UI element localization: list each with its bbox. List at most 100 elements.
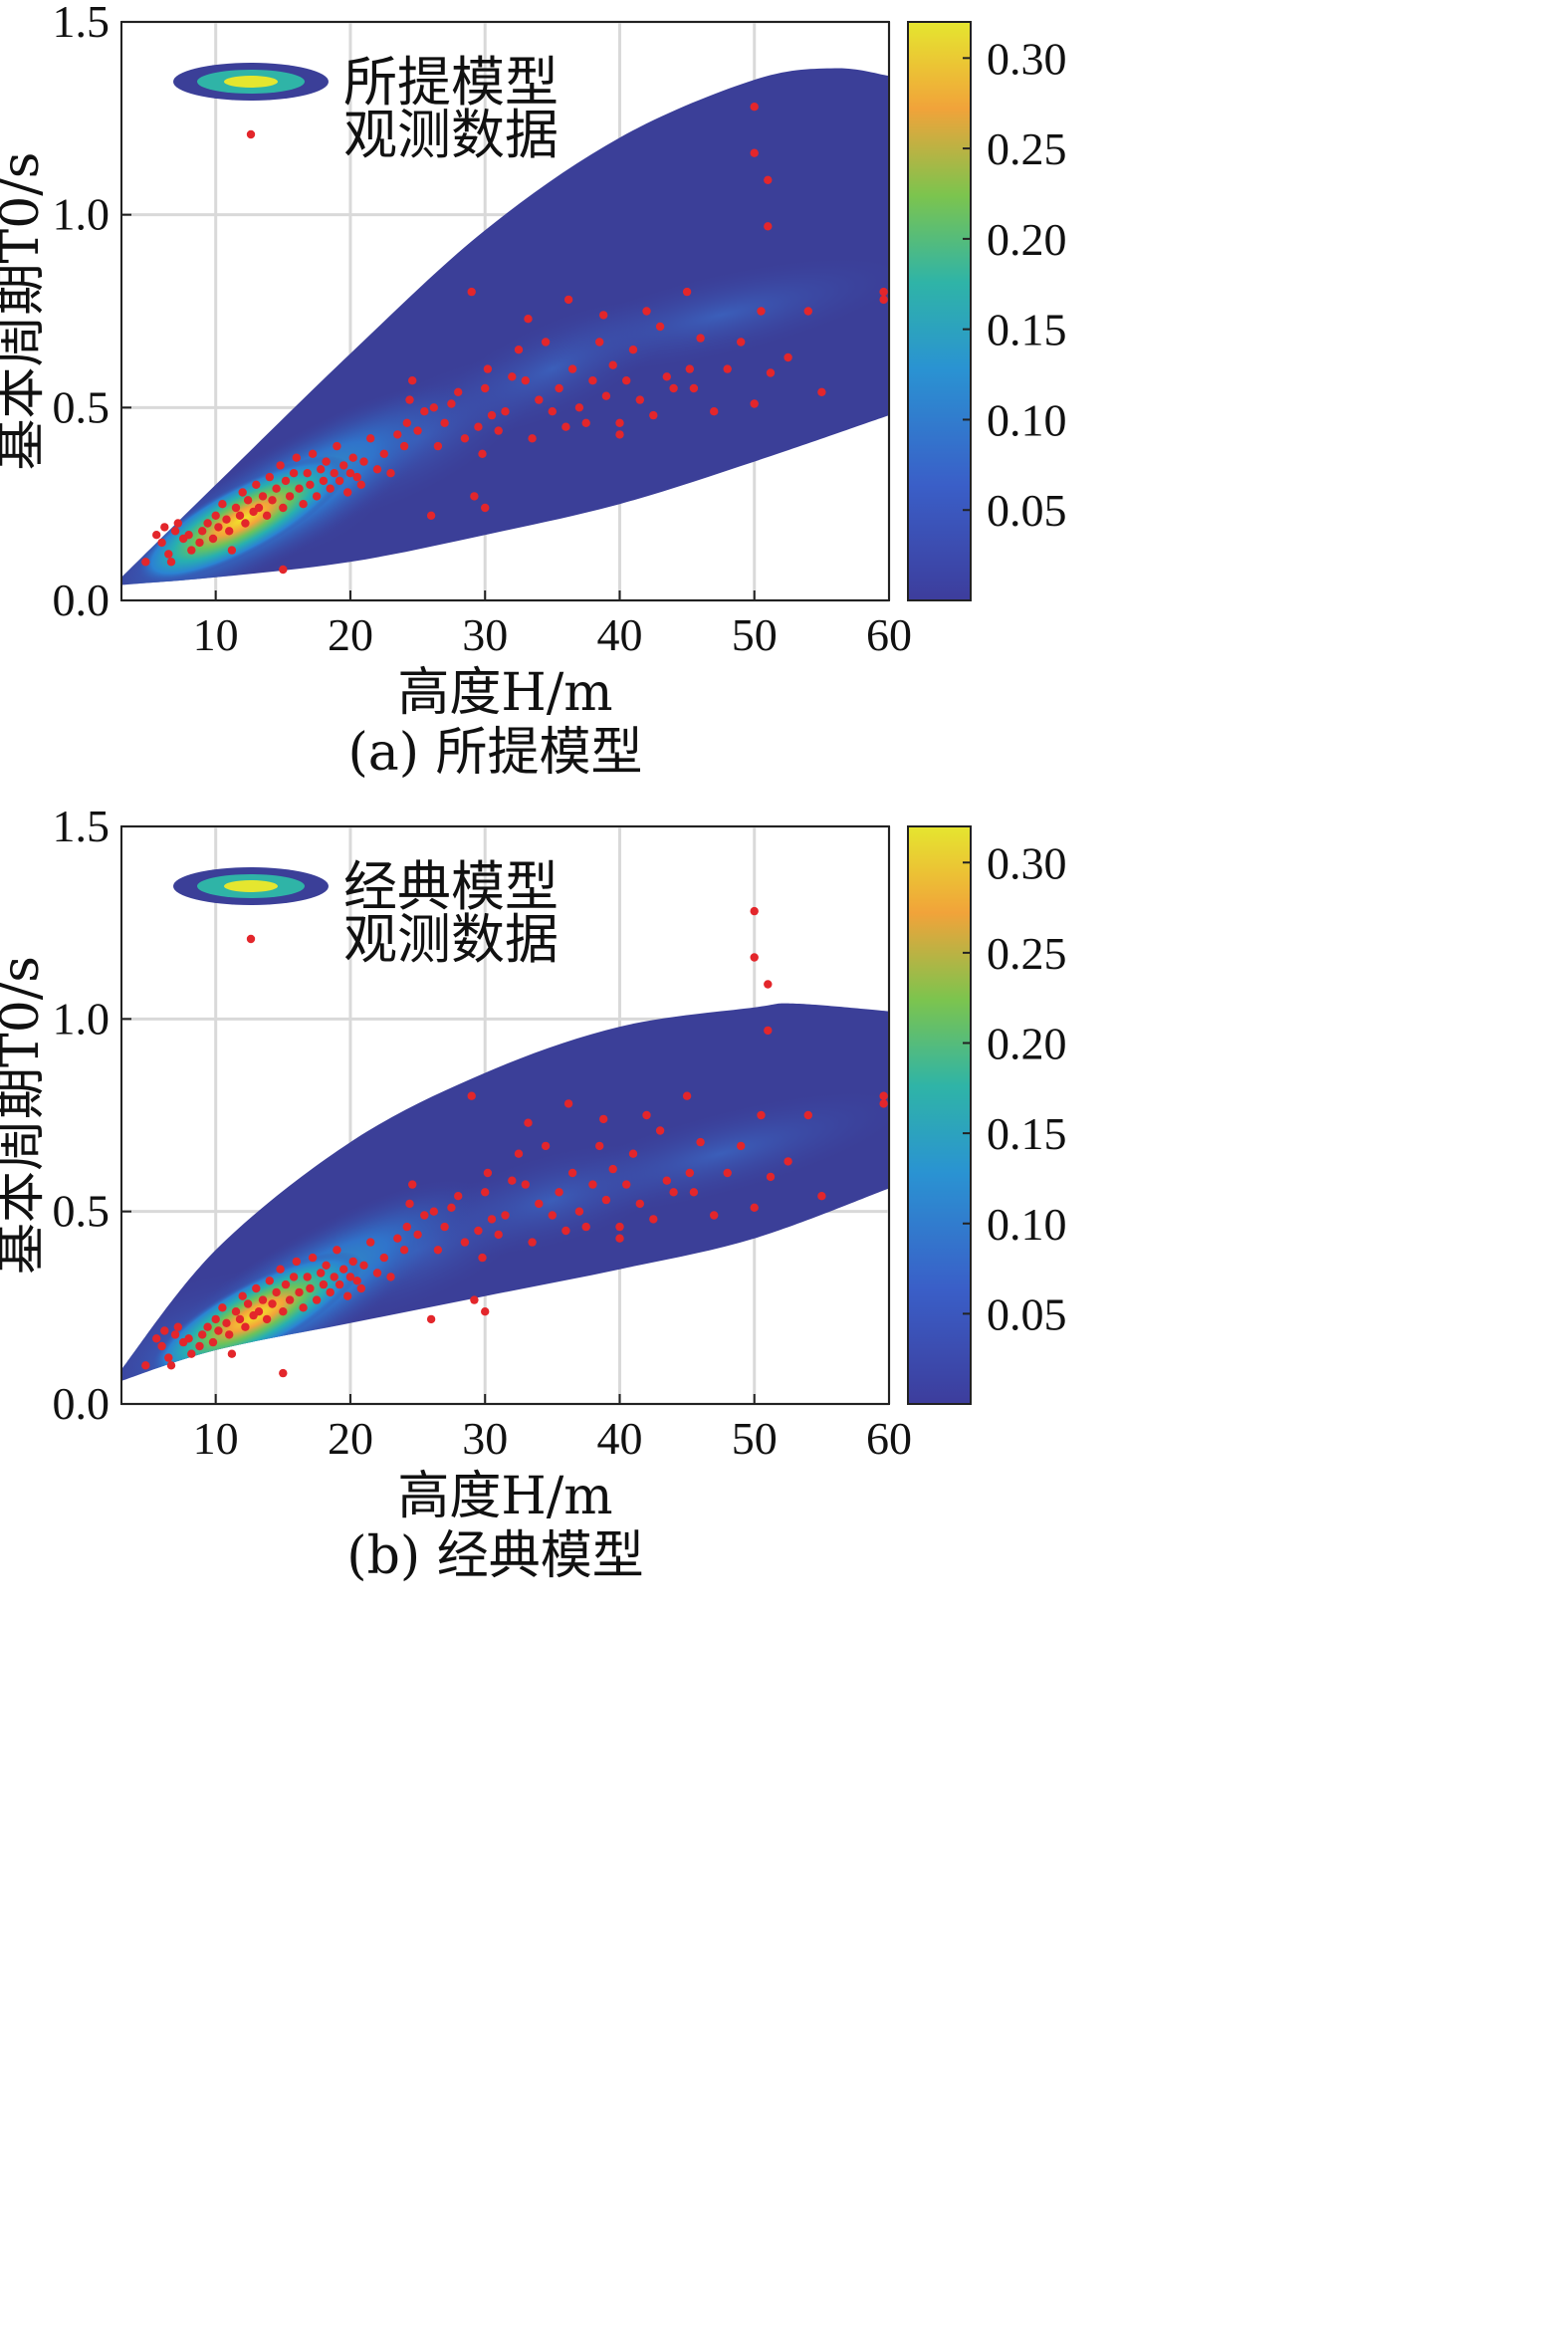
observed-point bbox=[303, 1273, 312, 1281]
observed-point bbox=[766, 368, 776, 377]
x-tick-label: 40 bbox=[596, 1413, 642, 1464]
observed-point bbox=[345, 469, 355, 478]
observed-point bbox=[399, 1246, 409, 1255]
observed-point bbox=[483, 1168, 493, 1178]
observed-point bbox=[173, 1322, 182, 1331]
legend-label-model: 经典模型 bbox=[343, 855, 559, 918]
observed-point bbox=[330, 469, 338, 478]
observed-point bbox=[817, 1192, 826, 1201]
observed-point bbox=[481, 503, 490, 513]
chart-panel-a: 10 20 30 40 50 60 0.0 0.5 1.0 1.5 高度H/m 基本周期T0/s 所提模… bbox=[0, 0, 1067, 783]
observed-point bbox=[803, 1110, 812, 1120]
observed-point bbox=[211, 1314, 220, 1324]
observed-point bbox=[879, 1099, 888, 1108]
observed-point bbox=[689, 1188, 699, 1197]
observed-point bbox=[238, 488, 247, 497]
observed-point bbox=[433, 441, 443, 451]
x-tick-label: 20 bbox=[328, 609, 373, 660]
colorbar-tick-label: 0.10 bbox=[987, 394, 1067, 445]
observed-point bbox=[642, 1110, 651, 1120]
observed-point bbox=[622, 1180, 631, 1189]
observed-point bbox=[478, 449, 487, 458]
observed-point bbox=[548, 1211, 557, 1220]
observed-point bbox=[252, 1283, 261, 1293]
observed-point bbox=[218, 500, 227, 509]
observed-point bbox=[306, 1283, 315, 1293]
observed-point bbox=[413, 1230, 422, 1240]
observed-point bbox=[356, 1283, 365, 1293]
observed-point bbox=[710, 407, 719, 416]
observed-point bbox=[348, 453, 357, 462]
observed-point bbox=[348, 1257, 357, 1267]
observed-point bbox=[366, 434, 375, 443]
observed-point bbox=[312, 492, 322, 501]
observed-point bbox=[208, 1337, 218, 1347]
legend-label-observed: 观测数据 bbox=[343, 908, 559, 971]
y-tick-label: 1.0 bbox=[53, 189, 111, 240]
observed-point bbox=[292, 453, 301, 462]
observed-point bbox=[254, 1307, 264, 1316]
y-tick-label: 1.5 bbox=[53, 0, 111, 47]
observed-point bbox=[306, 480, 315, 489]
x-tick-label: 10 bbox=[193, 609, 239, 660]
observed-point bbox=[750, 148, 759, 157]
observed-point bbox=[295, 1287, 304, 1297]
observed-point bbox=[405, 1199, 414, 1209]
observed-point bbox=[152, 1334, 161, 1343]
observed-point bbox=[555, 1188, 563, 1197]
observed-point bbox=[689, 383, 699, 393]
observed-point bbox=[567, 364, 577, 373]
axes-frame bbox=[120, 825, 890, 1405]
observed-point bbox=[268, 1299, 277, 1308]
observed-point bbox=[588, 1180, 597, 1189]
observed-point bbox=[326, 484, 335, 493]
observed-point bbox=[326, 1287, 335, 1297]
observed-point bbox=[164, 1353, 173, 1362]
observed-point bbox=[292, 1257, 301, 1267]
observed-point bbox=[595, 338, 604, 347]
observed-point bbox=[166, 1361, 176, 1370]
observed-point bbox=[514, 1149, 524, 1158]
observed-point bbox=[295, 484, 304, 493]
observed-point bbox=[574, 403, 584, 412]
colorbar: 0.05 0.10 0.15 0.20 0.25 0.30 bbox=[907, 825, 1067, 1405]
observed-point bbox=[879, 287, 888, 297]
observed-point bbox=[601, 391, 611, 400]
observed-point bbox=[222, 1318, 231, 1328]
observed-point bbox=[426, 511, 436, 520]
observed-point bbox=[420, 407, 429, 416]
observed-point bbox=[655, 1126, 665, 1135]
legend-label-model: 所提模型 bbox=[343, 51, 559, 114]
observed-point bbox=[289, 469, 299, 478]
observed-point bbox=[635, 1199, 644, 1209]
observed-point bbox=[308, 449, 318, 458]
observed-point bbox=[268, 496, 277, 505]
chart-panel-b: 10 20 30 40 50 60 0.0 0.5 1.0 1.5 高度H/m 基本周期T0/s 经典模… bbox=[0, 801, 1067, 1586]
observed-point bbox=[218, 1303, 227, 1312]
observed-point bbox=[635, 395, 644, 404]
observed-point bbox=[474, 1226, 483, 1236]
colorbar-tick-label: 0.25 bbox=[987, 123, 1067, 174]
observed-point bbox=[198, 527, 207, 536]
observed-point bbox=[272, 484, 281, 493]
x-tick-label: 50 bbox=[732, 1413, 778, 1464]
observed-point bbox=[608, 360, 617, 369]
observed-point bbox=[335, 1279, 344, 1289]
observed-point bbox=[528, 434, 537, 443]
observed-point bbox=[352, 1277, 361, 1285]
observed-point bbox=[470, 492, 479, 501]
observed-point bbox=[160, 523, 169, 532]
observed-point bbox=[723, 364, 732, 373]
observed-point bbox=[330, 1273, 338, 1281]
panel-caption: (b) 经典模型 bbox=[346, 1526, 643, 1586]
observed-point bbox=[454, 1192, 463, 1201]
observed-point bbox=[279, 565, 288, 575]
observed-point bbox=[227, 546, 237, 555]
observed-point bbox=[460, 434, 470, 443]
observed-point bbox=[737, 1141, 746, 1151]
observed-point bbox=[141, 558, 150, 567]
observed-point bbox=[241, 519, 250, 528]
observed-point bbox=[601, 1195, 611, 1205]
colorbar-tick-label: 0.10 bbox=[987, 1199, 1067, 1250]
